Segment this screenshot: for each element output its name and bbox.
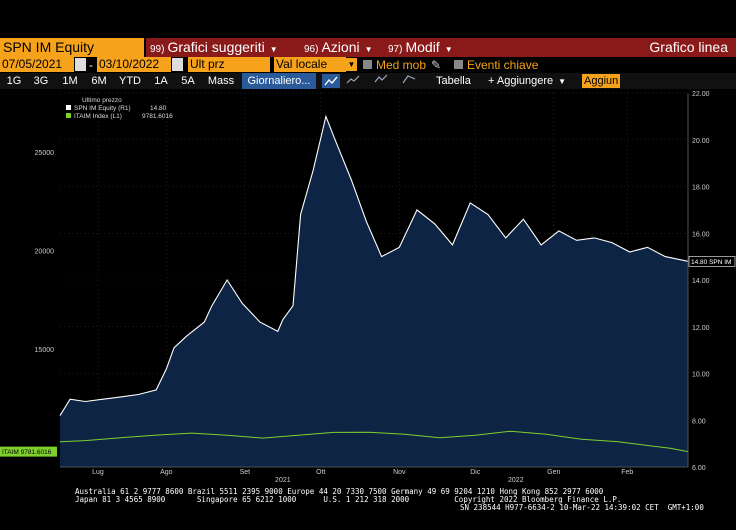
chart-type-icon[interactable] xyxy=(346,73,360,89)
right-last-value-label: 14.80 SPN IM xyxy=(691,259,731,266)
x-axis-year-label: 2022 xyxy=(508,477,524,484)
right-axis-tick-label: 16.00 xyxy=(692,231,710,238)
key-events-checkbox[interactable] xyxy=(454,60,463,69)
right-last-value-tag xyxy=(688,256,736,267)
range-ytd[interactable]: YTD xyxy=(119,75,141,87)
menu-label: Grafici suggeriti xyxy=(167,39,265,55)
table-button[interactable]: Tabella xyxy=(436,75,471,87)
legend-swatch xyxy=(66,105,71,110)
legend-series-last: 14.80 xyxy=(150,105,167,112)
range-1y[interactable]: 1A xyxy=(154,75,168,87)
range-1d[interactable]: 1G xyxy=(6,75,22,87)
page-title: Grafico linea xyxy=(649,39,728,55)
footer-session-line: SN 238544 H977-6634-2 10-Mar-22 14:39:02… xyxy=(460,503,704,512)
range-bar: 1G 3G 1M 6M YTD 1A 5A Mass Giornaliero..… xyxy=(0,73,736,89)
chevron-down-icon[interactable]: ▼ xyxy=(346,58,357,71)
price-chart: 6.00 8.00 10.00 12.00 14.00 16.00 18.00 20.00 22… xyxy=(0,89,736,484)
footer-contacts-line1: Australia 61 2 9777 8600 Brazil 5511 239… xyxy=(75,487,604,496)
x-axis-month-label: Lug xyxy=(92,469,104,476)
left-axis-tick-label: 15000 xyxy=(35,347,55,354)
menu-bar xyxy=(146,38,736,57)
chevron-down-icon: ▼ xyxy=(444,45,453,54)
menu-label: Azioni xyxy=(321,39,360,55)
update-button[interactable]: Aggiun xyxy=(582,74,621,88)
menu-number: 96) xyxy=(304,44,319,55)
legend-series-name: ITAIM Index (L1) xyxy=(74,113,122,120)
menu-label: Modif xyxy=(405,39,440,55)
settings-toolbar: 07/05/2021 - 03/10/2022 Ult prz Val loca… xyxy=(0,57,736,73)
range-max[interactable]: Mass xyxy=(207,75,235,87)
left-axis-tick-label: 25000 xyxy=(35,150,55,157)
legend-series-name: SPN IM Equity (R1) xyxy=(74,105,131,112)
x-axis-month-label: Ott xyxy=(316,469,325,476)
x-axis-month-label: Dic xyxy=(470,469,481,476)
range-1m[interactable]: 1M xyxy=(62,75,78,87)
x-axis-month-label: Set xyxy=(240,469,251,476)
legend-series-last: 9781.6016 xyxy=(142,113,173,120)
add-button[interactable]: + Aggiungere ▼ xyxy=(488,73,566,89)
series-area-spn xyxy=(60,116,688,468)
right-axis-tick-label: 10.00 xyxy=(692,372,710,379)
right-axis-tick-label: 18.00 xyxy=(692,185,710,192)
axes: 6.00 8.00 10.00 12.00 14.00 16.00 18.00 20.00 22… xyxy=(0,91,736,484)
date-to-field[interactable]: 03/10/2022 xyxy=(97,57,171,72)
chart-svg: 6.00 8.00 10.00 12.00 14.00 16.00 18.00 20.00 22… xyxy=(0,91,736,484)
x-axis-month-label: Gen xyxy=(547,469,560,476)
right-axis-tick-label: 14.00 xyxy=(692,278,710,285)
right-axis-tick-label: 6.00 xyxy=(692,465,706,472)
price-field-select[interactable]: Ult prz xyxy=(188,57,270,72)
menu-number: 97) xyxy=(388,44,403,55)
x-axis-month-label: Feb xyxy=(621,469,633,476)
chevron-down-icon: ▼ xyxy=(269,45,278,54)
edit-menu[interactable]: 97) Modif ▼ xyxy=(388,38,453,57)
range-5y[interactable]: 5A xyxy=(181,75,195,87)
range-3d[interactable]: 3G xyxy=(33,75,49,87)
chevron-down-icon: ▼ xyxy=(364,45,373,54)
x-axis-month-label: Ago xyxy=(160,469,173,476)
frequency-select[interactable]: Giornaliero... xyxy=(242,73,316,89)
currency-select[interactable]: Val locale xyxy=(274,57,346,72)
footer: Australia 61 2 9777 8600 Brazil 5511 239… xyxy=(0,485,736,530)
moving-average-checkbox[interactable] xyxy=(363,60,372,69)
compare-icon[interactable] xyxy=(374,73,388,89)
range-6m[interactable]: 6M xyxy=(91,75,107,87)
date-from-field[interactable]: 07/05/2021 xyxy=(0,57,74,72)
left-last-value-label: ITAIM 9781.6016 xyxy=(2,449,52,456)
ticker-field[interactable]: SPN IM Equity xyxy=(0,38,144,57)
actions-menu[interactable]: 96) Azioni ▼ xyxy=(304,38,373,57)
calendar-icon[interactable] xyxy=(172,58,183,71)
legend-swatch xyxy=(66,113,71,118)
legend-title: Ultimo prezzo xyxy=(82,97,122,104)
chevron-down-icon: ▼ xyxy=(558,77,567,86)
key-events-label: Eventi chiave xyxy=(467,58,539,72)
line-chart-icon[interactable] xyxy=(322,74,340,88)
pencil-icon[interactable]: ✎ xyxy=(431,58,442,72)
right-axis-tick-label: 12.00 xyxy=(692,325,710,332)
draw-icon[interactable] xyxy=(402,73,416,89)
right-axis-tick-label: 8.00 xyxy=(692,418,706,425)
series-line-itaim xyxy=(59,430,689,453)
date-separator: - xyxy=(89,58,93,72)
left-last-value-tag xyxy=(0,446,57,457)
right-axis-tick-label: 22.00 xyxy=(692,91,710,98)
menu-number: 99) xyxy=(150,44,165,55)
moving-average-label: Med mob xyxy=(376,58,427,72)
right-axis-tick-label: 20.00 xyxy=(692,138,710,145)
suggested-charts-menu[interactable]: 99) Grafici suggeriti ▼ xyxy=(150,38,278,57)
x-axis-year-label: 2021 xyxy=(275,477,291,484)
add-label: + Aggiungere xyxy=(488,75,554,87)
header-bar: SPN IM Equity 99) Grafici suggeriti ▼ 96) A… xyxy=(0,38,736,57)
x-axis-month-label: Nov xyxy=(393,469,406,476)
footer-contacts-line2: Japan 81 3 4565 8900 Singapore 65 6212 1… xyxy=(75,495,622,504)
calendar-icon[interactable] xyxy=(75,58,86,71)
left-axis-tick-label: 20000 xyxy=(35,248,55,255)
series-line-spn xyxy=(59,114,689,416)
